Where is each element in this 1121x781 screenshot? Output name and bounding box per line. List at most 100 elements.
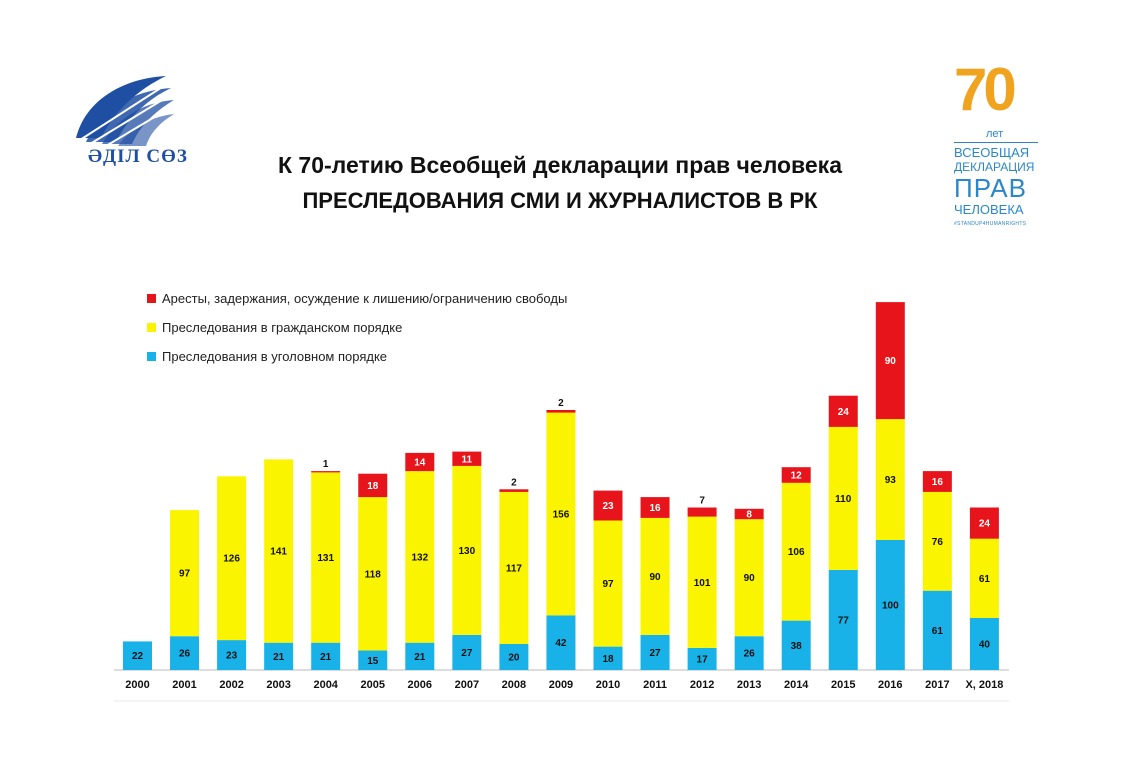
bar-civil-2006: [405, 471, 435, 643]
bar-criminal-2011: [640, 634, 670, 670]
edil-soz-emblem-icon: [76, 76, 174, 147]
chart-legend: Аресты, задержания, осуждение к лишению/…: [147, 284, 567, 371]
bar-label-civil-2007: 130: [459, 546, 476, 557]
bar-label-arrests-2015: 24: [838, 407, 850, 418]
udhr-line1: ВСЕОБЩАЯ: [954, 145, 1030, 160]
bar-civil-2016: [875, 419, 905, 540]
x-tick-label-2001: 2001: [172, 679, 196, 691]
bar-label-criminal-2010: 18: [602, 654, 614, 665]
bar-label-criminal-2015: 77: [838, 615, 850, 626]
bar-civil-2012: [687, 516, 717, 648]
bar-criminal-2012: [687, 647, 717, 670]
legend-label-civil: Преследования в гражданском порядке: [162, 320, 403, 335]
x-tick-label-2004: 2004: [313, 679, 338, 691]
bar-label-civil-2008: 117: [506, 563, 523, 574]
udhr-line4: ЧЕЛОВЕКА: [954, 202, 1024, 217]
edil-soz-logo: ӘДІЛ СӨЗ: [66, 68, 206, 178]
bar-label-arrests-2005: 18: [367, 481, 379, 492]
bar-label-civil-2011: 90: [649, 572, 661, 583]
bar-label-arrests-2009: 2: [558, 398, 564, 409]
udhr-line2: ДЕКЛАРАЦИЯ: [954, 160, 1035, 174]
bar-civil-2008: [499, 491, 529, 644]
bar-criminal-2004: [311, 642, 341, 670]
bar-label-criminal-2014: 38: [791, 641, 803, 652]
x-tick-label-2011: 2011: [643, 679, 667, 691]
bar-label-arrests-2011: 16: [649, 503, 661, 514]
x-tick-label-2002: 2002: [219, 679, 243, 691]
bar-label-civil-2014: 106: [788, 547, 805, 558]
bar-label-civil-2010: 97: [602, 579, 614, 590]
bar-criminal-2014: [781, 620, 811, 670]
x-tick-label-2013: 2013: [737, 679, 761, 691]
bar-label-arrests-2017: 16: [932, 477, 944, 488]
bar-criminal-2005: [358, 650, 388, 670]
x-tick-label-2006: 2006: [408, 679, 432, 691]
bar-criminal-2007: [452, 634, 482, 670]
chart-title-line1: К 70-летию Всеобщей декларации прав чело…: [277, 152, 842, 178]
bar-label-arrests-2012: 7: [699, 496, 705, 507]
bar-arrests-2007: [452, 451, 482, 466]
bar-label-civil-2004: 131: [317, 553, 334, 564]
legend-item-civil: Преследования в гражданском порядке: [147, 313, 567, 342]
bar-civil-2014: [781, 482, 811, 621]
bar-criminal-2002: [217, 640, 247, 670]
legend-swatch-blue: [147, 352, 156, 361]
bar-arrests-2014: [781, 467, 811, 483]
bar-civil-2005: [358, 497, 388, 651]
bar-arrests-2004: [311, 471, 341, 473]
udhr-line3: ПРАВ: [954, 173, 1027, 203]
x-tick-label-2000: 2000: [125, 679, 149, 691]
bar-civil-2010: [593, 520, 623, 647]
legend-item-arrests: Аресты, задержания, осуждение к лишению/…: [147, 284, 567, 313]
bar-label-civil-2012: 101: [694, 578, 711, 589]
bar-label-civil-2009: 156: [553, 510, 570, 521]
bar-label-civil-2003: 141: [270, 547, 287, 558]
bar-civil-2013: [734, 519, 764, 637]
bar-label-civil-2015: 110: [835, 494, 852, 505]
bar-label-criminal-2006: 21: [414, 652, 426, 663]
bar-arrests-2017: [922, 471, 952, 492]
bar-civil-Х2018: [969, 538, 999, 618]
bar-label-criminal-2017: 61: [932, 626, 944, 637]
bar-label-arrests-2004: 1: [323, 459, 329, 470]
bar-label-civil-2005: 118: [365, 569, 382, 580]
edil-soz-brand-text: ӘДІЛ СӨЗ: [88, 146, 188, 167]
bar-label-criminal-2003: 21: [273, 652, 285, 663]
udhr-70-logo: 70 лет ВСЕОБЩАЯ ДЕКЛАРАЦИЯ ПРАВ ЧЕЛОВЕКА…: [952, 60, 1052, 242]
bar-criminal-2016: [875, 540, 905, 670]
bar-arrests-2016: [875, 302, 905, 420]
bar-label-civil-Х2018: 61: [979, 574, 991, 585]
bar-label-criminal-2002: 23: [226, 651, 238, 662]
bar-label-arrests-2016: 90: [885, 356, 897, 367]
bar-label-arrests-2014: 12: [791, 471, 803, 482]
x-tick-label-2012: 2012: [690, 679, 714, 691]
x-tick-label-2017: 2017: [925, 679, 949, 691]
legend-item-criminal: Преследования в уголовном порядке: [147, 342, 567, 371]
bar-label-civil-2001: 97: [179, 569, 191, 580]
bar-civil-2001: [170, 510, 200, 637]
bar-label-criminal-2000: 22: [132, 651, 144, 662]
bar-arrests-2006: [405, 452, 435, 472]
bar-civil-2003: [264, 459, 294, 643]
bar-label-arrests-2006: 14: [414, 458, 426, 469]
bar-arrests-2013: [734, 508, 764, 520]
bar-label-civil-2006: 132: [411, 552, 428, 563]
bar-civil-2004: [311, 472, 341, 643]
bar-civil-2015: [828, 426, 858, 570]
bar-label-arrests-2010: 23: [602, 501, 614, 512]
bar-label-criminal-2012: 17: [697, 654, 709, 665]
udhr-hashtag: #STANDUP4HUMANRIGHTS: [954, 221, 1027, 227]
bar-criminal-2008: [499, 644, 529, 670]
bar-label-arrests-2013: 8: [746, 510, 752, 521]
bar-label-civil-2013: 90: [744, 573, 756, 584]
x-tick-label-2010: 2010: [596, 679, 620, 691]
bar-criminal-2017: [922, 590, 952, 670]
bar-label-criminal-2013: 26: [744, 649, 756, 660]
bar-label-criminal-2016: 100: [882, 601, 899, 612]
bar-arrests-2015: [828, 395, 858, 427]
bar-label-criminal-2007: 27: [461, 648, 473, 659]
bar-label-criminal-2011: 27: [649, 648, 661, 659]
bar-criminal-2003: [264, 642, 294, 670]
udhr-70-number: 70: [954, 60, 1017, 120]
